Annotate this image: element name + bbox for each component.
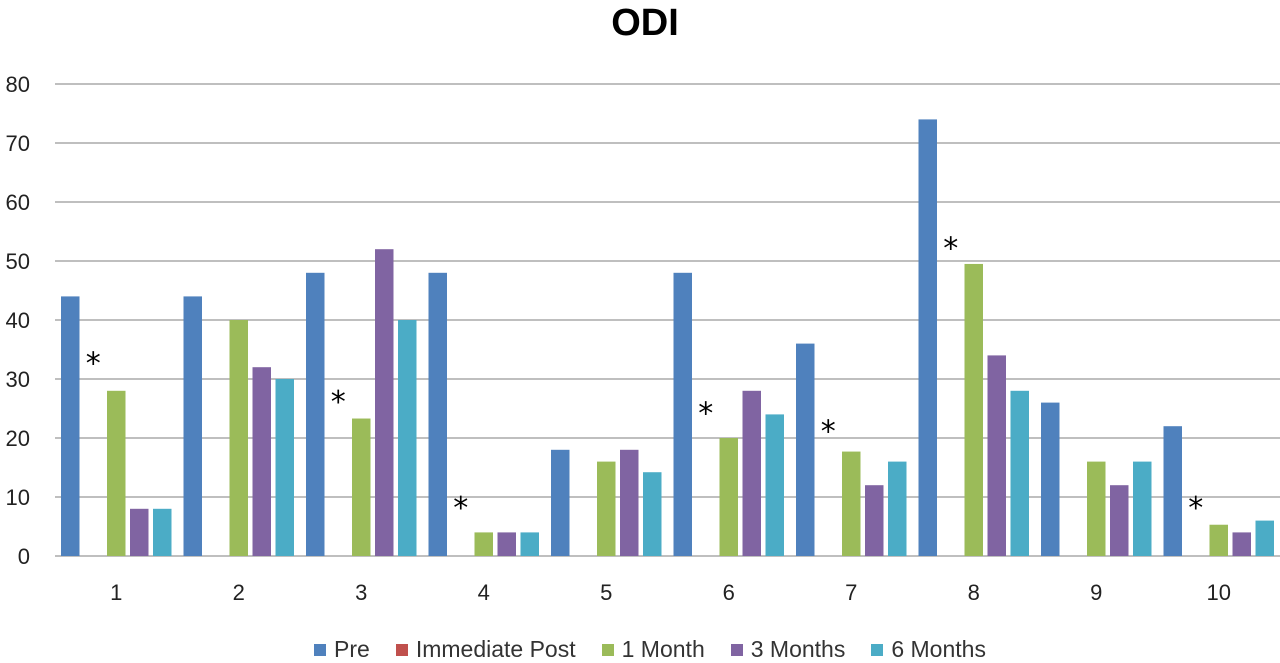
bar-1-month-10	[1209, 524, 1228, 556]
y-tick-label: 0	[18, 544, 30, 569]
bar-6-months-8	[1010, 390, 1029, 556]
y-tick-label: 40	[6, 308, 30, 333]
bar-1-month-9	[1087, 461, 1106, 556]
bar-1-month-6	[719, 438, 738, 556]
legend-swatch-3-months	[730, 643, 743, 656]
bar-pre-6	[673, 272, 692, 556]
bar-1-month-5	[597, 461, 616, 556]
y-tick-label: 70	[6, 131, 30, 156]
bar-6-months-9	[1133, 461, 1152, 556]
y-tick-label: 60	[6, 190, 30, 215]
legend-swatch-pre	[314, 643, 327, 656]
x-tick-label: 4	[478, 580, 490, 605]
bar-6-months-3	[398, 320, 417, 556]
bar-3-months-5	[620, 449, 639, 556]
y-tick-label: 80	[6, 72, 30, 97]
bar-3-months-2	[252, 367, 271, 556]
bar-pre-9	[1041, 402, 1060, 556]
bar-pre-4	[428, 272, 447, 556]
significance-asterisk: *	[698, 397, 713, 432]
x-tick-label: 10	[1207, 580, 1231, 605]
x-tick-label: 8	[968, 580, 980, 605]
bar-6-months-4	[520, 532, 539, 556]
bar-pre-3	[306, 272, 325, 556]
legend-item-immediate-post: Immediate Post	[395, 636, 576, 663]
legend-item-1-month: 1 Month	[601, 636, 705, 663]
legend-swatch-immediate-post	[395, 643, 408, 656]
bar-1-month-8	[964, 263, 983, 556]
x-tick-label: 2	[233, 580, 245, 605]
y-tick-label: 10	[6, 485, 30, 510]
legend-label-3-months: 3 Months	[750, 636, 846, 662]
bar-3-months-7	[865, 485, 884, 556]
significance-asterisk: *	[453, 491, 468, 526]
legend-swatch-1-month	[601, 643, 614, 656]
bar-3-months-6	[742, 390, 761, 556]
chart-title: ODI	[611, 2, 679, 44]
bar-1-month-3	[352, 418, 371, 556]
significance-asterisk: *	[331, 385, 346, 420]
bar-1-month-7	[842, 451, 861, 556]
bar-6-months-10	[1255, 520, 1274, 556]
legend-label-6-months: 6 Months	[891, 636, 986, 662]
x-tick-label: 6	[723, 580, 735, 605]
bar-pre-5	[551, 449, 570, 556]
legend-label-pre: Pre	[334, 636, 370, 662]
bar-pre-8	[918, 119, 937, 557]
significance-asterisk: *	[1188, 491, 1203, 526]
bar-3-months-9	[1110, 485, 1129, 556]
y-tick-label: 50	[6, 249, 30, 274]
bar-pre-2	[183, 296, 202, 556]
legend-label-immediate-post: Immediate Post	[415, 636, 576, 662]
x-tick-label: 9	[1090, 580, 1102, 605]
legend-item-6-months: 6 Months	[871, 636, 986, 663]
bar-1-month-2	[229, 320, 248, 556]
legend-label-1-month: 1 Month	[621, 636, 705, 662]
y-tick-label: 20	[6, 426, 30, 451]
bar-3-months-3	[375, 249, 394, 556]
bar-6-months-2	[275, 379, 294, 556]
significance-asterisk: *	[821, 414, 836, 449]
bar-3-months-4	[497, 532, 516, 556]
bar-3-months-1	[130, 508, 149, 556]
significance-asterisk: *	[86, 346, 101, 381]
bar-pre-7	[796, 343, 815, 556]
x-tick-label: 5	[600, 580, 612, 605]
legend-swatch-6-months	[871, 643, 884, 656]
bar-6-months-5	[643, 472, 662, 556]
bar-3-months-10	[1232, 532, 1251, 556]
bar-6-months-7	[888, 461, 907, 556]
bar-6-months-6	[765, 414, 784, 556]
chart-legend: Pre Immediate Post 1 Month 3 Months 6 Mo…	[0, 636, 1280, 663]
bar-pre-1	[61, 296, 80, 556]
x-tick-label: 1	[110, 580, 122, 605]
y-tick-label: 30	[6, 367, 30, 392]
x-tick-label: 7	[845, 580, 857, 605]
x-tick-label: 3	[355, 580, 367, 605]
legend-item-3-months: 3 Months	[730, 636, 846, 663]
significance-asterisk: *	[943, 231, 958, 266]
bar-3-months-8	[987, 355, 1006, 556]
bar-1-month-4	[474, 532, 493, 556]
bar-pre-10	[1163, 426, 1182, 556]
legend-item-pre: Pre	[314, 636, 370, 663]
bar-6-months-1	[153, 508, 172, 556]
bar-1-month-1	[107, 390, 126, 556]
